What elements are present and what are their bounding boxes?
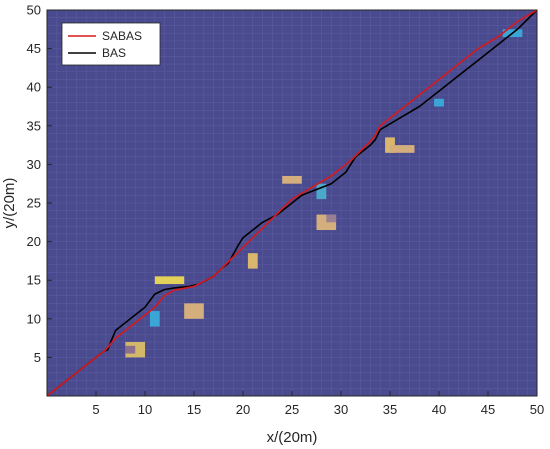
legend-label-bas: BAS	[102, 46, 126, 60]
x-tick-label: 5	[92, 402, 99, 417]
x-tick-label: 30	[334, 402, 348, 417]
y-tick-label: 5	[34, 350, 41, 365]
y-tick-label: 30	[27, 157, 41, 172]
x-tick-label: 10	[138, 402, 152, 417]
legend: SABAS BAS	[61, 22, 161, 66]
x-tick-label: 15	[187, 402, 201, 417]
series-line-sabas	[46, 9, 538, 397]
obstacle-cell	[184, 303, 204, 319]
obstacle-cell	[125, 345, 136, 354]
obstacle-cell	[282, 175, 302, 184]
x-tick-label: 45	[481, 402, 495, 417]
obstacle-cell	[326, 214, 337, 223]
series-line-bas	[46, 9, 538, 397]
y-tick-label: 40	[27, 80, 41, 95]
x-tick-label: 25	[285, 402, 299, 417]
obstacle-cell	[247, 253, 258, 269]
y-tick-label: 25	[27, 196, 41, 211]
grid-layer	[47, 10, 537, 396]
x-tick-label: 35	[383, 402, 397, 417]
y-tick-label: 35	[27, 118, 41, 133]
legend-box	[61, 22, 161, 66]
obstacle-cell	[390, 145, 415, 153]
y-tick-label: 20	[27, 234, 41, 249]
y-tick-label: 10	[27, 311, 41, 326]
legend-label-sabas: SABAS	[102, 29, 142, 43]
obstacle-cell	[316, 183, 327, 200]
x-tick-label: 20	[236, 402, 250, 417]
y-tick-label: 15	[27, 273, 41, 288]
obstacle-cell	[434, 98, 444, 107]
y-tick-label: 50	[27, 3, 41, 18]
obstacle-cell	[154, 276, 185, 285]
obstacle-cell	[149, 311, 160, 327]
series-layer	[46, 9, 538, 397]
ticks-layer: 5 10 15 20 25 30 35 40 45 50 5 10 15 20 25 30 35 40 45 50	[27, 3, 545, 418]
x-tick-label: 40	[432, 402, 446, 417]
y-axis-label: y/(20m)	[1, 178, 18, 229]
x-axis-label: x/(20m)	[267, 429, 318, 446]
x-tick-label: 50	[530, 402, 544, 417]
y-tick-label: 45	[27, 41, 41, 56]
